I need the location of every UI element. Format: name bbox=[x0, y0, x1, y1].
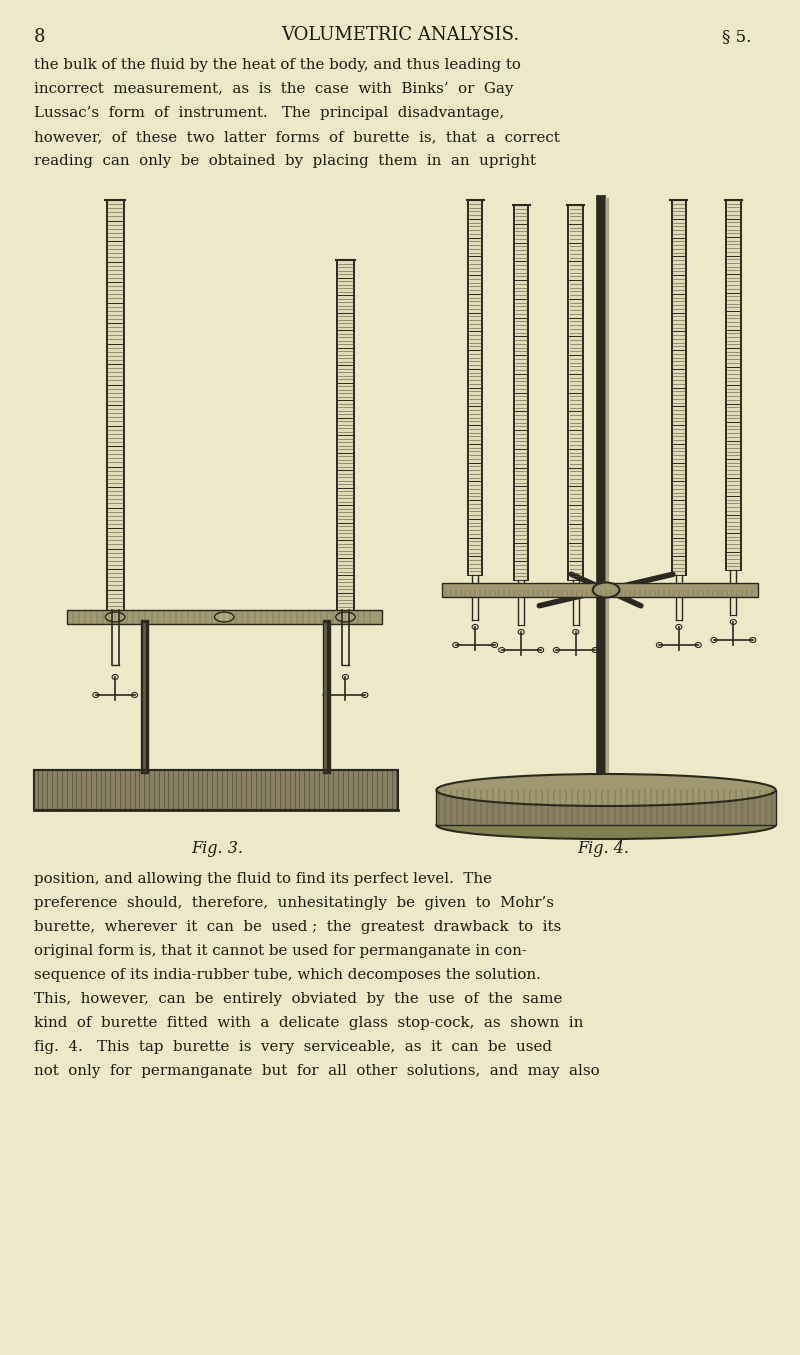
Ellipse shape bbox=[214, 612, 234, 622]
Text: burette,  wherever  it  can  be  used ;  the  greatest  drawback  to  its: burette, wherever it can be used ; the g… bbox=[34, 920, 561, 934]
Text: Fig. 3.: Fig. 3. bbox=[191, 840, 243, 856]
Text: Lussac’s  form  of  instrument.   The  principal  disadvantage,: Lussac’s form of instrument. The princip… bbox=[34, 106, 504, 121]
Text: 8: 8 bbox=[34, 28, 46, 46]
Text: This,  however,  can  be  entirely  obviated  by  the  use  of  the  same: This, however, can be entirely obviated … bbox=[34, 992, 562, 1005]
Ellipse shape bbox=[106, 612, 125, 622]
Ellipse shape bbox=[336, 612, 355, 622]
FancyBboxPatch shape bbox=[66, 610, 382, 625]
Text: Fig. 4.: Fig. 4. bbox=[578, 840, 630, 856]
Text: original form is, that it cannot be used for permanganate in con-: original form is, that it cannot be used… bbox=[34, 944, 527, 958]
FancyBboxPatch shape bbox=[442, 583, 758, 598]
Text: § 5.: § 5. bbox=[722, 28, 751, 45]
Text: the bulk of the fluid by the heat of the body, and thus leading to: the bulk of the fluid by the heat of the… bbox=[34, 58, 521, 72]
Text: however,  of  these  two  latter  forms  of  burette  is,  that  a  correct: however, of these two latter forms of bu… bbox=[34, 130, 560, 144]
Text: kind  of  burette  fitted  with  a  delicate  glass  stop-cock,  as  shown  in: kind of burette fitted with a delicate g… bbox=[34, 1016, 583, 1030]
FancyBboxPatch shape bbox=[436, 790, 776, 825]
Text: reading  can  only  be  obtained  by  placing  them  in  an  upright: reading can only be obtained by placing … bbox=[34, 154, 536, 168]
FancyBboxPatch shape bbox=[34, 770, 398, 810]
Text: fig.  4.   This  tap  burette  is  very  serviceable,  as  it  can  be  used: fig. 4. This tap burette is very service… bbox=[34, 1041, 552, 1054]
Text: incorrect  measurement,  as  is  the  case  with  Binks’  or  Gay: incorrect measurement, as is the case wi… bbox=[34, 83, 514, 96]
Text: VOLUMETRIC ANALYSIS.: VOLUMETRIC ANALYSIS. bbox=[281, 26, 519, 43]
Text: position, and allowing the fluid to find its perfect level.  The: position, and allowing the fluid to find… bbox=[34, 873, 492, 886]
Text: preference  should,  therefore,  unhesitatingly  be  given  to  Mohr’s: preference should, therefore, unhesitati… bbox=[34, 896, 554, 911]
Ellipse shape bbox=[436, 812, 776, 839]
Text: sequence of its india-rubber tube, which decomposes the solution.: sequence of its india-rubber tube, which… bbox=[34, 967, 541, 982]
Ellipse shape bbox=[436, 774, 776, 806]
Text: not  only  for  permanganate  but  for  all  other  solutions,  and  may  also: not only for permanganate but for all ot… bbox=[34, 1064, 599, 1079]
Ellipse shape bbox=[593, 583, 619, 598]
